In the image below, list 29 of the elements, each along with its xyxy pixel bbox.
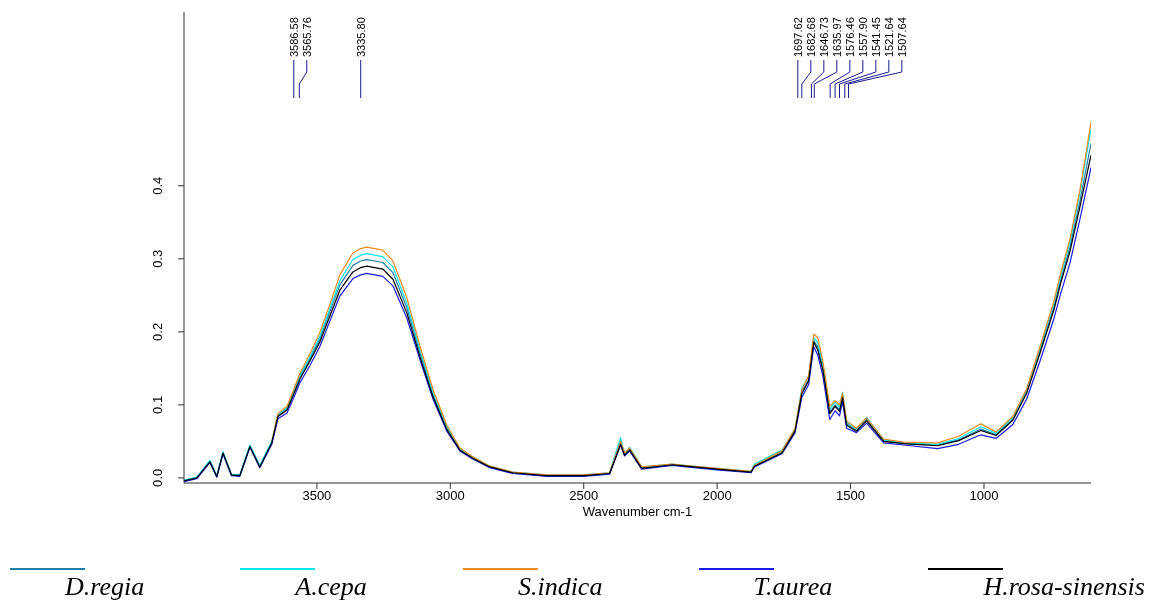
annotation: 1682.68: [804, 17, 817, 57]
annotation: 3335.80: [354, 17, 367, 57]
x-tick-label: 2500: [569, 488, 599, 504]
x-tick-label: 2000: [702, 488, 732, 504]
y-tick-label: 0.3: [150, 249, 165, 268]
annotation: 3586.58: [287, 17, 300, 57]
legend-label: A.cepa: [295, 572, 367, 601]
annotation: 1697.62: [791, 17, 804, 57]
annotation: 1635.97: [830, 17, 843, 57]
annotation: 1576.46: [843, 17, 856, 57]
x-tick-label: 1500: [836, 488, 866, 504]
annotation: 1557.90: [856, 17, 869, 57]
annotation: 1646.73: [817, 17, 830, 57]
annotation: 1507.64: [895, 17, 908, 57]
annotation: 1521.64: [882, 17, 895, 57]
y-tick-label: 0.0: [150, 468, 165, 487]
annotation: 3565.76: [300, 17, 313, 57]
annotation: 1541.45: [869, 17, 882, 57]
x-axis-title: Wavenumber cm-1: [582, 504, 693, 519]
legend-label: D.regia: [65, 572, 145, 601]
x-tick-label: 3500: [302, 488, 332, 504]
legend-label: H.rosa-sinensis: [983, 572, 1145, 601]
legend-label: S.indica: [517, 572, 603, 601]
y-tick-label: 0.2: [150, 322, 165, 341]
y-tick-label: 0.1: [150, 395, 165, 414]
y-tick-label: 0.4: [150, 176, 165, 195]
legend-label: T.aurea: [753, 572, 833, 601]
x-tick-label: 1000: [969, 488, 999, 504]
x-tick-label: 3000: [435, 488, 465, 504]
